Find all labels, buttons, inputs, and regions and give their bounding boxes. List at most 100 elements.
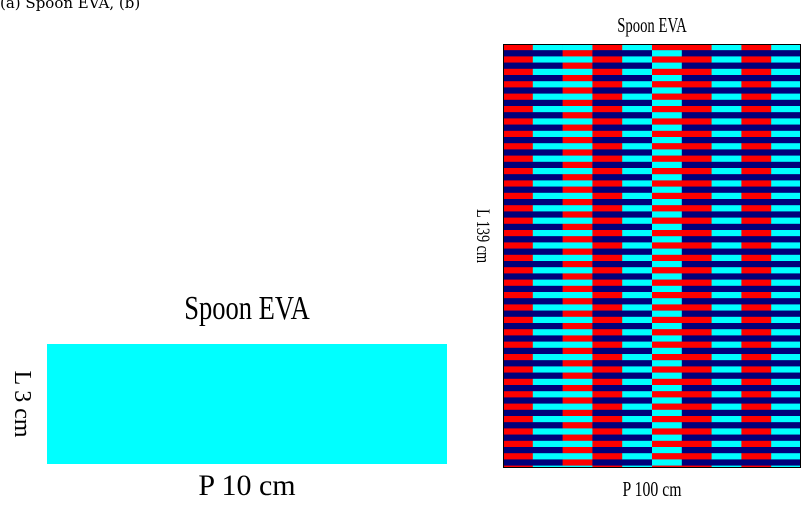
pattern-tile bbox=[771, 378, 801, 386]
pattern-tile bbox=[711, 465, 742, 468]
pattern-tile bbox=[681, 242, 712, 249]
pattern-tile bbox=[532, 267, 563, 274]
pattern-tile bbox=[562, 93, 593, 100]
pattern-tile bbox=[771, 143, 801, 150]
pattern-tile bbox=[622, 440, 653, 448]
pattern-tile bbox=[741, 143, 772, 150]
pattern-tile bbox=[562, 130, 593, 138]
pattern-tile bbox=[592, 180, 623, 187]
pattern-tile bbox=[711, 174, 742, 181]
pattern-tile bbox=[532, 75, 563, 82]
pattern-tile bbox=[532, 428, 563, 435]
pattern-tile bbox=[503, 261, 534, 268]
pattern-tile bbox=[741, 428, 772, 435]
pattern-tile bbox=[562, 459, 593, 466]
pattern-tile bbox=[503, 323, 534, 330]
pattern-tile bbox=[503, 372, 534, 379]
pattern-tile bbox=[592, 366, 623, 373]
pattern-tile bbox=[771, 199, 801, 206]
pattern-tile bbox=[741, 316, 772, 324]
pattern-tile bbox=[622, 130, 653, 138]
pattern-tile bbox=[532, 168, 563, 175]
pattern-tile bbox=[681, 44, 712, 51]
pattern-tile bbox=[592, 279, 623, 286]
pattern-tile bbox=[592, 106, 623, 113]
pattern-tile bbox=[711, 261, 742, 268]
pattern-tile bbox=[562, 465, 593, 468]
pattern-tile bbox=[622, 217, 653, 224]
pattern-tile bbox=[652, 316, 683, 324]
pattern-tile bbox=[741, 453, 772, 460]
pattern-tile bbox=[771, 168, 801, 175]
pattern-tile bbox=[532, 93, 563, 100]
pattern-tile bbox=[771, 298, 801, 305]
pattern-tile bbox=[711, 304, 742, 311]
pattern-tile bbox=[711, 68, 742, 76]
pattern-tile bbox=[711, 56, 742, 63]
pattern-tile bbox=[681, 391, 712, 398]
pattern-tile bbox=[592, 440, 623, 448]
pattern-tile bbox=[622, 81, 653, 88]
pattern-tile bbox=[503, 316, 534, 324]
pattern-tile bbox=[532, 44, 563, 51]
pattern-tile bbox=[503, 68, 534, 76]
pattern-tile bbox=[503, 155, 534, 162]
pattern-tile bbox=[503, 360, 534, 367]
pattern-tile bbox=[503, 192, 534, 200]
pattern-tile bbox=[562, 416, 593, 423]
pattern-tile bbox=[532, 180, 563, 187]
pattern-tile bbox=[592, 211, 623, 218]
pattern-tile bbox=[592, 261, 623, 268]
pattern-tile bbox=[681, 453, 712, 460]
pattern-tile bbox=[532, 62, 563, 69]
pattern-tile bbox=[771, 447, 801, 454]
pattern-tile bbox=[503, 230, 534, 237]
pattern-tile bbox=[771, 360, 801, 367]
pattern-tile bbox=[741, 372, 772, 379]
pattern-tile bbox=[592, 391, 623, 398]
pattern-tile bbox=[711, 99, 742, 107]
pattern-tile bbox=[652, 285, 683, 293]
pattern-tile bbox=[532, 310, 563, 317]
pattern-tile bbox=[532, 397, 563, 404]
pattern-tile bbox=[681, 174, 712, 181]
pattern-tile bbox=[562, 434, 593, 441]
pattern-tile bbox=[741, 323, 772, 330]
pattern-tile bbox=[592, 130, 623, 138]
pattern-tile bbox=[622, 112, 653, 119]
pattern-tile bbox=[711, 335, 742, 342]
pattern-tile bbox=[503, 465, 534, 468]
pattern-tile bbox=[711, 217, 742, 224]
pattern-tile bbox=[562, 205, 593, 212]
pattern-tile bbox=[652, 236, 683, 243]
pattern-tile bbox=[532, 391, 563, 398]
pattern-tile bbox=[711, 409, 742, 417]
pattern-tile bbox=[532, 118, 563, 125]
pattern-tile bbox=[562, 273, 593, 280]
pattern-tile bbox=[503, 56, 534, 63]
pattern-tile bbox=[562, 174, 593, 181]
pattern-tile bbox=[562, 391, 593, 398]
pattern-tile bbox=[681, 292, 712, 299]
pattern-tile bbox=[503, 434, 534, 441]
pattern-tile bbox=[652, 68, 683, 76]
pattern-tile bbox=[503, 273, 534, 280]
pattern-tile bbox=[741, 347, 772, 355]
pattern-tile bbox=[592, 56, 623, 63]
pattern-tile bbox=[562, 385, 593, 392]
pattern-tile bbox=[532, 372, 563, 379]
pattern-tile bbox=[741, 440, 772, 448]
pattern-tile bbox=[741, 292, 772, 299]
pattern-tile bbox=[681, 261, 712, 268]
pattern-tile bbox=[771, 254, 801, 262]
pattern-tile bbox=[532, 68, 563, 76]
pattern-tile bbox=[652, 118, 683, 125]
pattern-tile bbox=[652, 155, 683, 162]
pattern-tile bbox=[741, 217, 772, 224]
pattern-tile bbox=[771, 192, 801, 200]
pattern-tile bbox=[592, 217, 623, 224]
pattern-tile bbox=[771, 354, 801, 361]
pattern-tile bbox=[562, 440, 593, 448]
pattern-tile bbox=[592, 378, 623, 386]
pattern-tile bbox=[681, 217, 712, 224]
